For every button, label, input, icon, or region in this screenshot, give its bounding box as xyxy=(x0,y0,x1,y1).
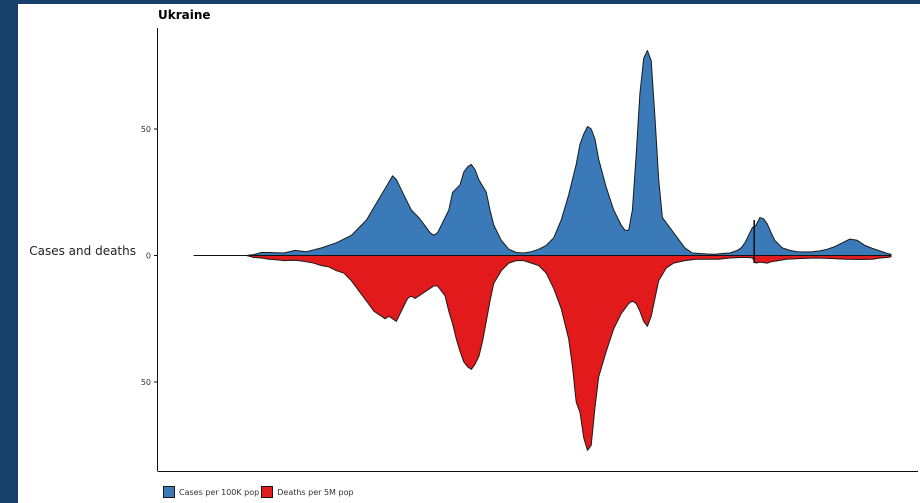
legend-item-deaths: Deaths per 5M pop xyxy=(261,486,354,498)
y-tick-label: 50 xyxy=(141,125,151,134)
y-tick-label: 50 xyxy=(141,378,151,387)
legend-item-cases: Cases per 100K pop xyxy=(163,486,259,498)
legend-swatch-cases xyxy=(163,486,175,498)
legend-swatch-deaths xyxy=(261,486,274,498)
legend-label-cases: Cases per 100K pop xyxy=(179,487,260,497)
frame-left-border xyxy=(0,0,18,503)
y-ticks: 50 0 50 xyxy=(141,125,157,387)
legend: Cases per 100K pop Deaths per 5M pop xyxy=(163,486,356,498)
y-tick-label: 0 xyxy=(146,252,151,261)
cases-area xyxy=(193,50,892,256)
deaths-area xyxy=(193,255,892,451)
frame-top-border xyxy=(0,0,920,4)
chart-title: Ukraine xyxy=(158,8,211,22)
y-axis-label: Cases and deaths xyxy=(29,244,136,258)
legend-label-deaths: Deaths per 5M pop xyxy=(277,487,354,497)
area-layer xyxy=(193,50,892,451)
